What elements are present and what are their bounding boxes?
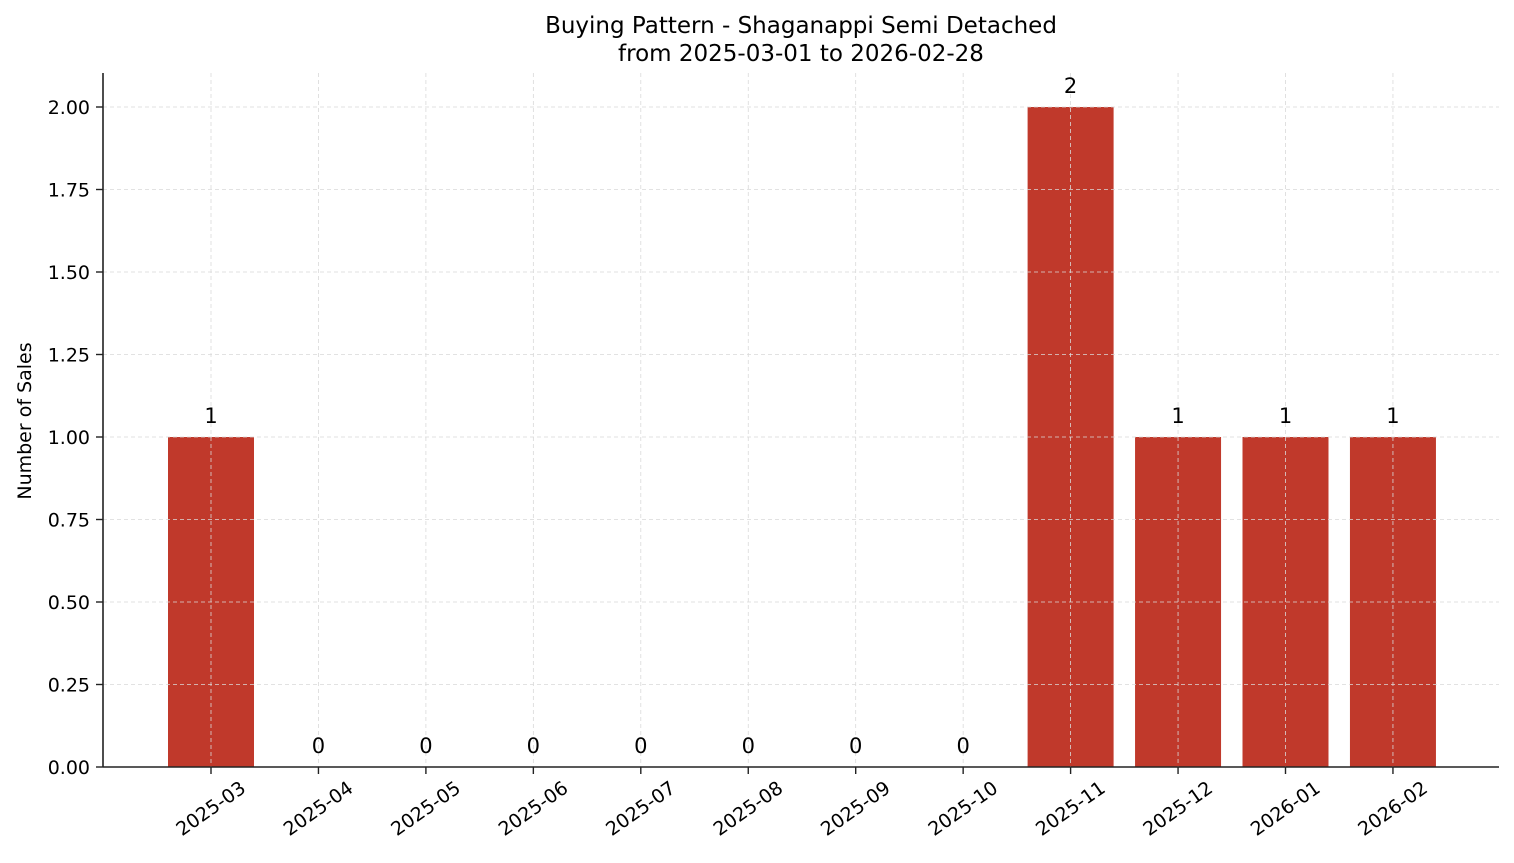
y-tick-label: 0.00 — [48, 757, 90, 779]
bar-value-label: 1 — [1171, 404, 1184, 428]
bar-value-label: 1 — [204, 404, 217, 428]
y-axis-label: Number of Sales — [14, 342, 36, 499]
y-tick-label: 1.25 — [48, 345, 90, 367]
bar-value-label: 0 — [527, 734, 540, 758]
x-tick-label: 2026-02 — [1354, 777, 1432, 841]
y-tick-label: 0.25 — [48, 675, 90, 697]
gridlines — [103, 73, 1499, 767]
bar-value-label: 0 — [634, 734, 647, 758]
x-tick-label: 2025-04 — [280, 777, 358, 841]
x-tick-label: 2025-08 — [709, 777, 787, 841]
x-tick-label: 2025-07 — [602, 777, 680, 841]
bar-value-label: 0 — [849, 734, 862, 758]
y-tick-label: 1.00 — [48, 427, 90, 449]
bar-value-label: 0 — [956, 734, 969, 758]
y-tick-label: 0.75 — [48, 510, 90, 532]
y-axis-ticks: 0.00 0.25 0.50 0.75 1.00 1.25 1.50 1.75 2.00 — [48, 97, 103, 779]
bar-value-label: 2 — [1064, 74, 1077, 98]
x-tick-label: 2025-06 — [495, 777, 573, 841]
bar-value-label: 1 — [1279, 404, 1292, 428]
x-axis-ticks: 2025-03 2025-04 2025-05 2025-06 2025-07 2025-… — [172, 767, 1432, 841]
x-tick-label: 2025-03 — [172, 777, 250, 841]
chart-title: Buying Pattern - Shaganappi Semi Detache… — [545, 13, 1057, 39]
bar-value-label: 0 — [419, 734, 432, 758]
x-tick-label: 2025-05 — [387, 777, 465, 841]
y-tick-label: 1.75 — [48, 180, 90, 202]
bar-value-label: 0 — [312, 734, 325, 758]
y-tick-label: 2.00 — [48, 97, 90, 119]
y-tick-label: 1.50 — [48, 262, 90, 284]
x-tick-label: 2025-11 — [1032, 777, 1110, 841]
bar-value-label: 1 — [1386, 404, 1399, 428]
x-tick-label: 2026-01 — [1247, 777, 1325, 841]
x-tick-label: 2025-10 — [924, 777, 1002, 841]
bar-value-labels: 1 0 0 0 0 0 0 0 2 1 1 1 — [204, 74, 1399, 758]
bar-value-label: 0 — [742, 734, 755, 758]
y-tick-label: 0.50 — [48, 592, 90, 614]
x-tick-label: 2025-12 — [1139, 777, 1217, 841]
chart-subtitle: from 2025-03-01 to 2026-02-28 — [618, 41, 984, 67]
x-tick-label: 2025-09 — [817, 777, 895, 841]
